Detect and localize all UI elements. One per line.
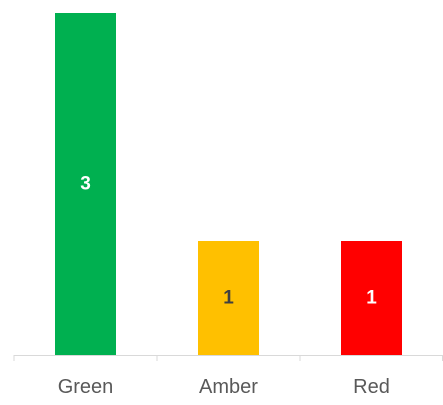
x-tick-label-green: Green [58,376,114,398]
bar-red [341,241,402,355]
bar-amber [198,241,259,355]
x-tick-label-amber: Amber [199,376,258,398]
category-labels-group: Green Amber Red [58,376,390,398]
data-label-amber: 1 [223,288,234,309]
data-label-red: 1 [366,288,377,309]
x-tick-label-red: Red [353,376,390,398]
data-label-green: 3 [80,174,91,195]
data-labels-group: 3 1 1 [80,174,377,309]
bars-group [55,13,402,355]
bar-green [55,13,116,355]
